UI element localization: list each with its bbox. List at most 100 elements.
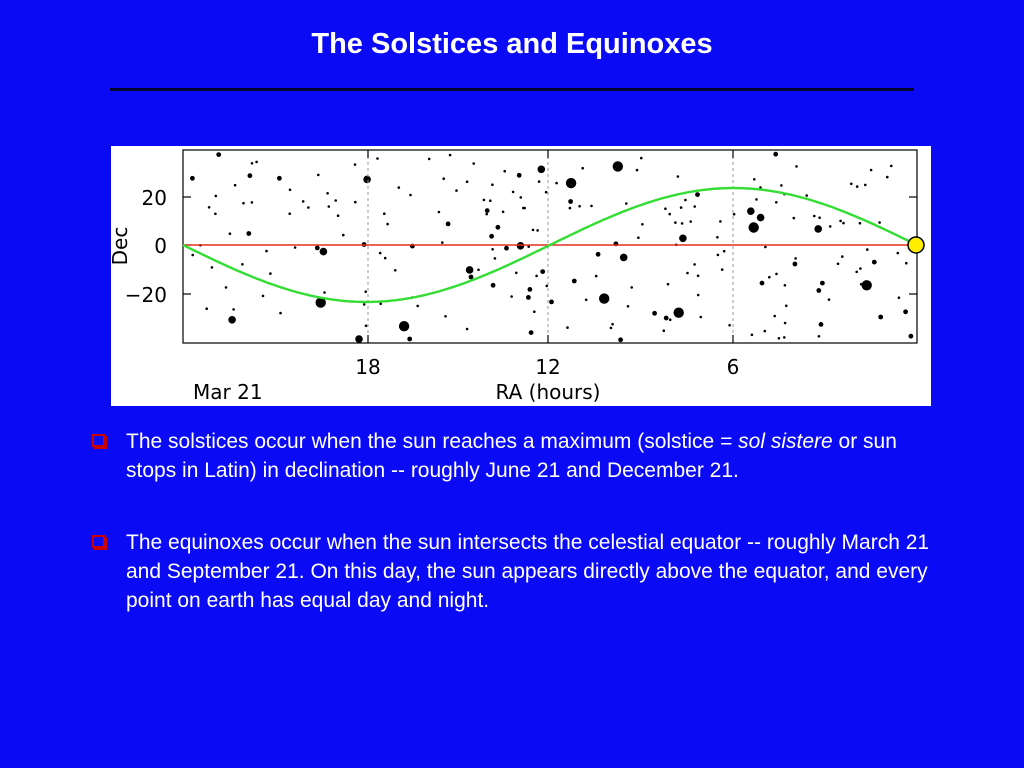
star-dot	[493, 257, 497, 260]
star-dot	[792, 261, 798, 267]
star-dot	[568, 206, 572, 210]
bullet-solstices-text-end: or sun stops in Latin) in declination --…	[126, 430, 897, 482]
star-dot	[750, 333, 754, 337]
star-dot	[190, 175, 195, 181]
star-dot	[319, 247, 328, 256]
star-dot	[728, 324, 731, 327]
star-dot	[820, 280, 825, 286]
star-dot	[668, 318, 672, 321]
star-dot	[775, 201, 778, 204]
star-dot	[785, 304, 788, 308]
star-dot	[827, 298, 831, 301]
star-dot	[666, 282, 670, 286]
star-dot	[599, 293, 610, 304]
x-tick-label-12: 12	[535, 355, 560, 379]
star-dot	[265, 249, 268, 253]
star-dot	[792, 216, 796, 220]
star-dot	[191, 253, 194, 257]
star-dot	[527, 287, 533, 292]
star-dot	[293, 246, 297, 249]
bullet-solstices-text-start: The solstices occur when the sun reaches…	[126, 430, 739, 453]
star-dot	[307, 206, 310, 209]
star-dot	[407, 336, 413, 342]
star-dot	[756, 213, 765, 222]
star-dot	[526, 295, 531, 300]
star-dot	[242, 201, 245, 205]
star-dot	[759, 186, 762, 189]
star-dot	[355, 335, 363, 343]
y-axis-label: Dec	[111, 227, 132, 266]
star-dot	[314, 245, 320, 251]
star-dot	[897, 296, 901, 299]
star-dot	[522, 206, 525, 210]
star-dot	[555, 181, 558, 185]
star-dot	[780, 184, 783, 187]
star-dot	[869, 168, 873, 172]
star-dot	[689, 220, 692, 223]
star-dot	[207, 206, 211, 209]
star-dot	[805, 194, 808, 197]
star-dot	[250, 201, 254, 204]
star-dot	[363, 175, 371, 184]
star-dot	[566, 326, 569, 329]
star-dot	[568, 199, 573, 204]
star-dot	[571, 278, 577, 284]
star-dot	[416, 304, 420, 308]
star-dot	[444, 315, 447, 318]
bullet-box-icon	[92, 434, 105, 447]
star-dot	[858, 221, 862, 225]
star-dot	[908, 333, 914, 339]
star-dot	[261, 294, 265, 298]
star-dot	[397, 186, 401, 189]
star-dot	[519, 196, 523, 199]
star-dot	[516, 172, 522, 178]
y-tick-label-0: 0	[154, 234, 167, 258]
star-dot	[716, 253, 720, 257]
star-dot	[828, 225, 832, 228]
star-dot	[716, 236, 719, 239]
star-dot	[317, 173, 320, 177]
star-dot	[477, 268, 480, 272]
star-dot	[794, 257, 797, 260]
star-dot	[228, 316, 236, 324]
star-dot	[842, 221, 845, 225]
star-dot	[625, 202, 628, 205]
star-dot	[818, 216, 821, 219]
star-dot	[342, 233, 345, 237]
star-dot	[611, 322, 614, 326]
star-dot	[288, 212, 291, 215]
star-dot	[878, 221, 881, 224]
star-dot	[511, 190, 515, 194]
star-dot	[637, 236, 640, 239]
star-dot	[753, 178, 756, 181]
star-dot	[472, 162, 476, 165]
star-dot	[489, 199, 492, 202]
star-dot	[398, 321, 410, 332]
star-dot	[839, 219, 842, 223]
star-dot	[491, 248, 494, 251]
star-dot	[732, 212, 736, 216]
star-dot	[336, 214, 340, 217]
sun-marker	[907, 236, 925, 254]
star-dot	[214, 194, 218, 198]
star-dot	[652, 310, 657, 316]
star-dot	[816, 288, 822, 293]
x-tick-label-18: 18	[355, 355, 380, 379]
star-dot	[818, 322, 824, 327]
star-dot	[684, 198, 687, 202]
star-dot	[775, 272, 778, 276]
star-dot	[501, 210, 505, 214]
star-dot	[594, 274, 598, 278]
star-dot	[250, 162, 254, 165]
star-dot	[773, 314, 776, 318]
star-dot	[510, 295, 513, 298]
star-dot	[581, 166, 584, 170]
star-dot	[896, 251, 900, 255]
star-dot	[354, 200, 357, 204]
star-dot	[783, 284, 787, 287]
star-dot	[269, 272, 272, 275]
star-dot	[224, 286, 228, 289]
star-dot	[795, 165, 798, 168]
star-dot	[699, 315, 703, 319]
star-dot	[214, 212, 217, 216]
